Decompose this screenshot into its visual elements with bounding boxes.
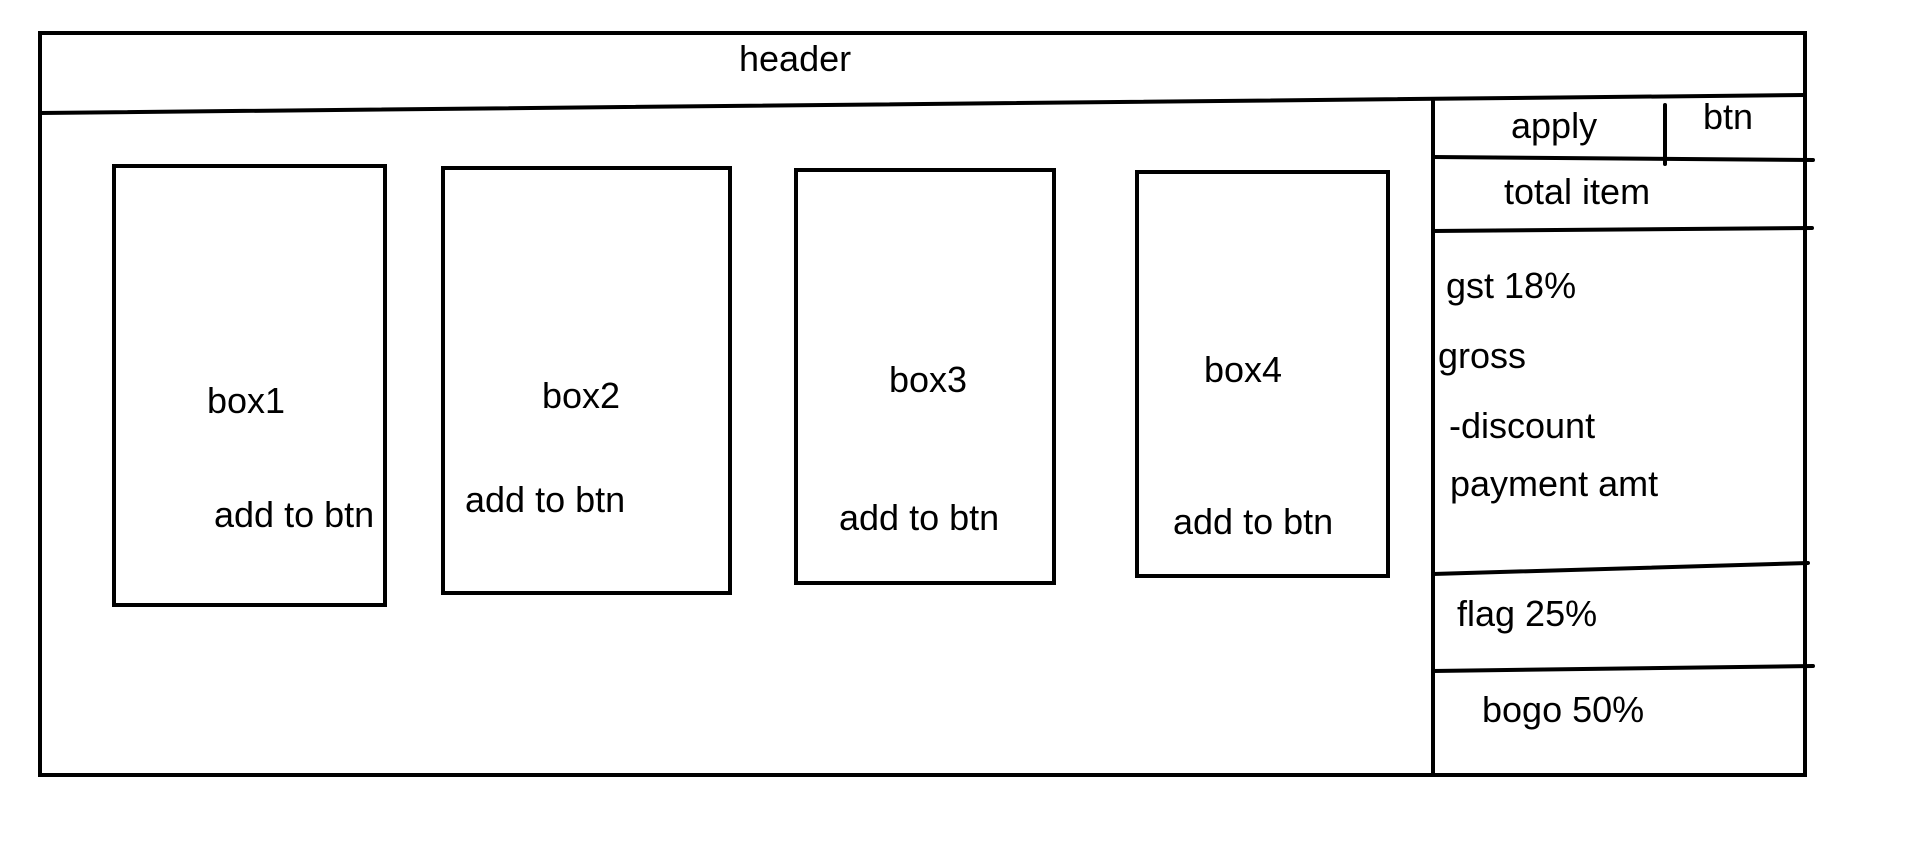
- bogo-offer-option[interactable]: bogo 50%: [1482, 689, 1645, 730]
- product-label: box4: [1204, 349, 1283, 390]
- sidebar-row-divider: [1431, 155, 1815, 162]
- product-label: box2: [542, 375, 621, 416]
- product-box-3: [794, 168, 1056, 585]
- payment-amount-row: payment amt: [1450, 463, 1659, 504]
- product-box-2: [441, 166, 732, 595]
- add-to-cart-button[interactable]: add to btn: [1173, 501, 1334, 542]
- header-divider: [38, 93, 1807, 115]
- product-box-1: [112, 164, 387, 607]
- sidebar-row-divider: [1431, 561, 1810, 576]
- page-frame: [38, 31, 1807, 777]
- gross-row: gross: [1438, 335, 1527, 376]
- product-box-4: [1135, 170, 1390, 578]
- add-to-cart-button[interactable]: add to btn: [214, 494, 375, 535]
- flag-offer-option[interactable]: flag 25%: [1457, 593, 1598, 634]
- sidebar-row-divider: [1431, 664, 1815, 673]
- add-to-cart-button[interactable]: add to btn: [839, 497, 1000, 538]
- add-to-cart-button[interactable]: add to btn: [465, 479, 626, 520]
- apply-coupon-label: apply: [1511, 105, 1598, 146]
- product-label: box3: [889, 359, 968, 400]
- product-label: box1: [207, 380, 286, 421]
- apply-button[interactable]: btn: [1703, 96, 1754, 137]
- header-title: header: [739, 38, 852, 79]
- gst-row: gst 18%: [1446, 265, 1577, 306]
- total-item-label: total item: [1504, 171, 1651, 212]
- discount-row: -discount: [1449, 405, 1596, 446]
- sidebar-row-divider: [1431, 226, 1814, 233]
